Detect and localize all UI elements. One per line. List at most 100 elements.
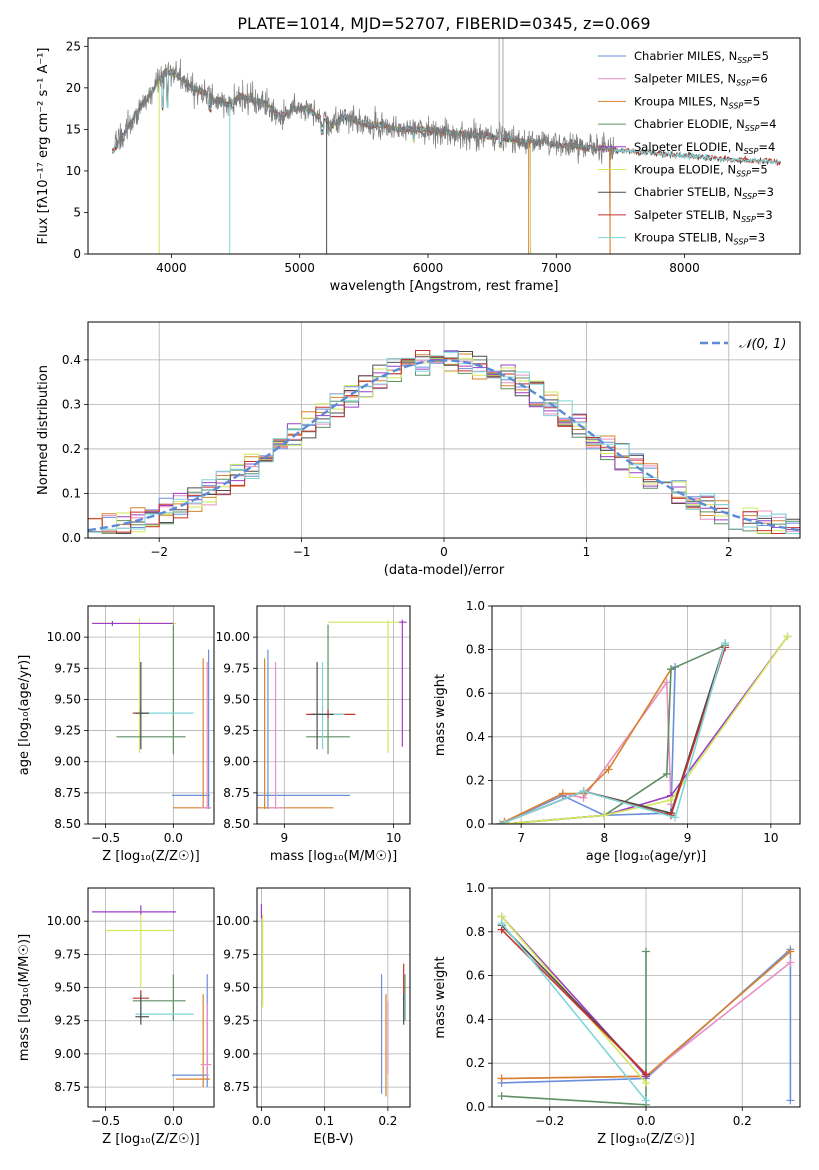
y-tick-label: 10.00	[47, 914, 81, 928]
model-spectrum-line	[112, 68, 532, 254]
x-axis-label: wavelength [Angstrom, rest frame]	[330, 279, 559, 294]
x-axis-label: Z [log₁₀(Z/Z☉)]	[102, 1132, 199, 1147]
age_vs_Z-plot-area	[92, 618, 212, 810]
data-spectrum-line	[114, 58, 615, 165]
mass-weight-marker	[662, 769, 671, 778]
spectrum-legend: Chabrier MILES, NSSP=5 Salpeter MILES, NS…	[598, 49, 776, 247]
y-tick-label: 9.00	[54, 1047, 81, 1061]
axes-frame	[87, 605, 215, 825]
mass_vs_ebv-panel: 0.0 0.1 0.2 8.75 9.00 9.25 9.50 9.75 10.00 E(B-V)	[216, 887, 411, 1147]
axes-frame	[491, 605, 801, 825]
y-axis-label: mass weight	[433, 674, 448, 756]
mass-weight-line	[501, 929, 647, 1075]
model-spectrum-line	[111, 67, 611, 254]
x-tick-label: 8	[601, 831, 609, 845]
y-tick-label: 10.00	[216, 914, 250, 928]
spectrum-plot-area	[111, 38, 781, 254]
massweight_vs_age-plot-area	[496, 632, 792, 824]
age_vs_Z-panel: −0.5 0.0 8.50 8.75 9.00 9.25 9.50 9.75 10.00 Z [l…	[17, 605, 215, 864]
x-tick-label: 0.0	[636, 1114, 655, 1128]
mass-weight-line	[500, 642, 726, 824]
y-tick-label: 0.1	[62, 486, 81, 500]
age_vs_mass-plot-area	[257, 619, 407, 810]
model-spectrum-line	[111, 68, 532, 254]
legend-label: Chabrier STELIB, NSSP=3	[634, 185, 774, 201]
legend-label: Chabrier MILES, NSSP=5	[634, 49, 769, 65]
x-tick-label: 0.2	[378, 1114, 397, 1128]
y-tick-label: 8.75	[54, 1080, 81, 1094]
x-tick-label: 0.0	[252, 1114, 271, 1128]
x-tick-label: 2	[725, 545, 733, 559]
mass-weight-line	[500, 922, 647, 1101]
x-axis-label: Z [log₁₀(Z/Z☉)]	[102, 849, 199, 864]
x-tick-label: 0	[440, 545, 448, 559]
y-tick-label: 9.00	[54, 755, 81, 769]
mass-weight-marker	[642, 1078, 650, 1087]
y-tick-label: 5	[73, 205, 81, 219]
legend-label: Salpeter MILES, NSSP=6	[634, 72, 768, 88]
y-tick-label: 0.4	[466, 730, 485, 744]
normal-curve	[88, 359, 800, 532]
y-tick-label: 9.75	[54, 947, 81, 961]
x-tick-label: −0.5	[91, 831, 120, 845]
y-tick-label: 0.0	[62, 531, 81, 545]
mass-weight-marker	[666, 796, 675, 805]
y-tick-label: 9.75	[223, 661, 250, 675]
x-tick-label: −1	[293, 545, 311, 559]
y-tick-label: 8.75	[223, 1080, 250, 1094]
y-tick-label: 20	[66, 81, 81, 95]
y-tick-label: 9.25	[54, 724, 81, 738]
mass-weight-marker	[497, 919, 506, 928]
x-tick-label: −2	[150, 545, 168, 559]
x-tick-label: 0.1	[315, 1114, 334, 1128]
x-tick-label: 10	[763, 831, 778, 845]
mass-weight-marker	[642, 1070, 650, 1079]
mass-weight-marker	[642, 1096, 650, 1105]
mass-weight-marker	[786, 958, 795, 967]
mass-weight-line	[504, 644, 726, 824]
y-tick-label: 0.8	[466, 643, 485, 657]
x-tick-label: −0.5	[91, 1114, 120, 1128]
y-tick-label: 10	[66, 164, 81, 178]
mass_vs_ebv-plot-area	[260, 903, 406, 1097]
x-tick-label: 0.0	[164, 1114, 183, 1128]
y-axis-label: age [log₁₀(age/yr)]	[17, 655, 32, 776]
y-tick-label: 0.2	[466, 773, 485, 787]
mass-weight-line	[504, 636, 789, 824]
mass-weight-marker	[496, 820, 505, 824]
mass-weight-marker	[671, 813, 680, 822]
x-axis-label: E(B-V)	[313, 1132, 353, 1147]
y-axis-label: Normed distribution	[36, 365, 51, 495]
mass_vs_Z-plot-area	[92, 905, 212, 1088]
x-tick-label: 0.2	[733, 1114, 752, 1128]
y-tick-label: 8.50	[223, 817, 250, 831]
y-tick-label: 9.50	[223, 981, 250, 995]
mass-weight-marker	[666, 665, 675, 674]
mass-weight-marker	[497, 1092, 506, 1101]
x-tick-label: 10	[386, 831, 401, 845]
mass-weight-marker	[500, 820, 509, 824]
massweight_vs_Z-plot-area	[497, 912, 795, 1107]
model-spectrum-line	[111, 68, 611, 254]
spectrum-panel: 4000 5000 6000 7000 8000 0 5 10 15 20 25 wavelength…	[36, 37, 801, 294]
mass_vs_Z-panel: −0.5 0.0 8.75 9.00 9.25 9.50 9.75 10.00 Z [log₁₀…	[17, 887, 215, 1147]
mass-weight-marker	[786, 947, 795, 956]
y-tick-label: 9.00	[223, 755, 250, 769]
mass-weight-marker	[786, 1096, 795, 1105]
axes-frame	[87, 887, 215, 1108]
mass-weight-line	[504, 679, 672, 823]
legend-label: Salpeter STELIB, NSSP=3	[634, 208, 773, 224]
model-spectrum-line	[111, 68, 532, 254]
y-tick-label: 10.00	[47, 630, 81, 644]
y-tick-label: 9.25	[223, 1014, 250, 1028]
mass-weight-marker	[662, 678, 671, 687]
y-tick-label: 9.50	[54, 692, 81, 706]
mass-weight-marker	[558, 789, 567, 798]
y-tick-label: 9.25	[223, 724, 250, 738]
mass-weight-marker	[604, 765, 613, 774]
massweight_vs_Z-panel: −0.2 0.0 0.2 0.0 0.2 0.4 0.6 0.8 1.0 Z [log₁₀(Z/Z…	[433, 881, 801, 1147]
legend-label: Salpeter ELODIE, NSSP=4	[634, 140, 775, 156]
mass-weight-line	[500, 647, 726, 824]
mass-weight-line	[504, 636, 789, 824]
